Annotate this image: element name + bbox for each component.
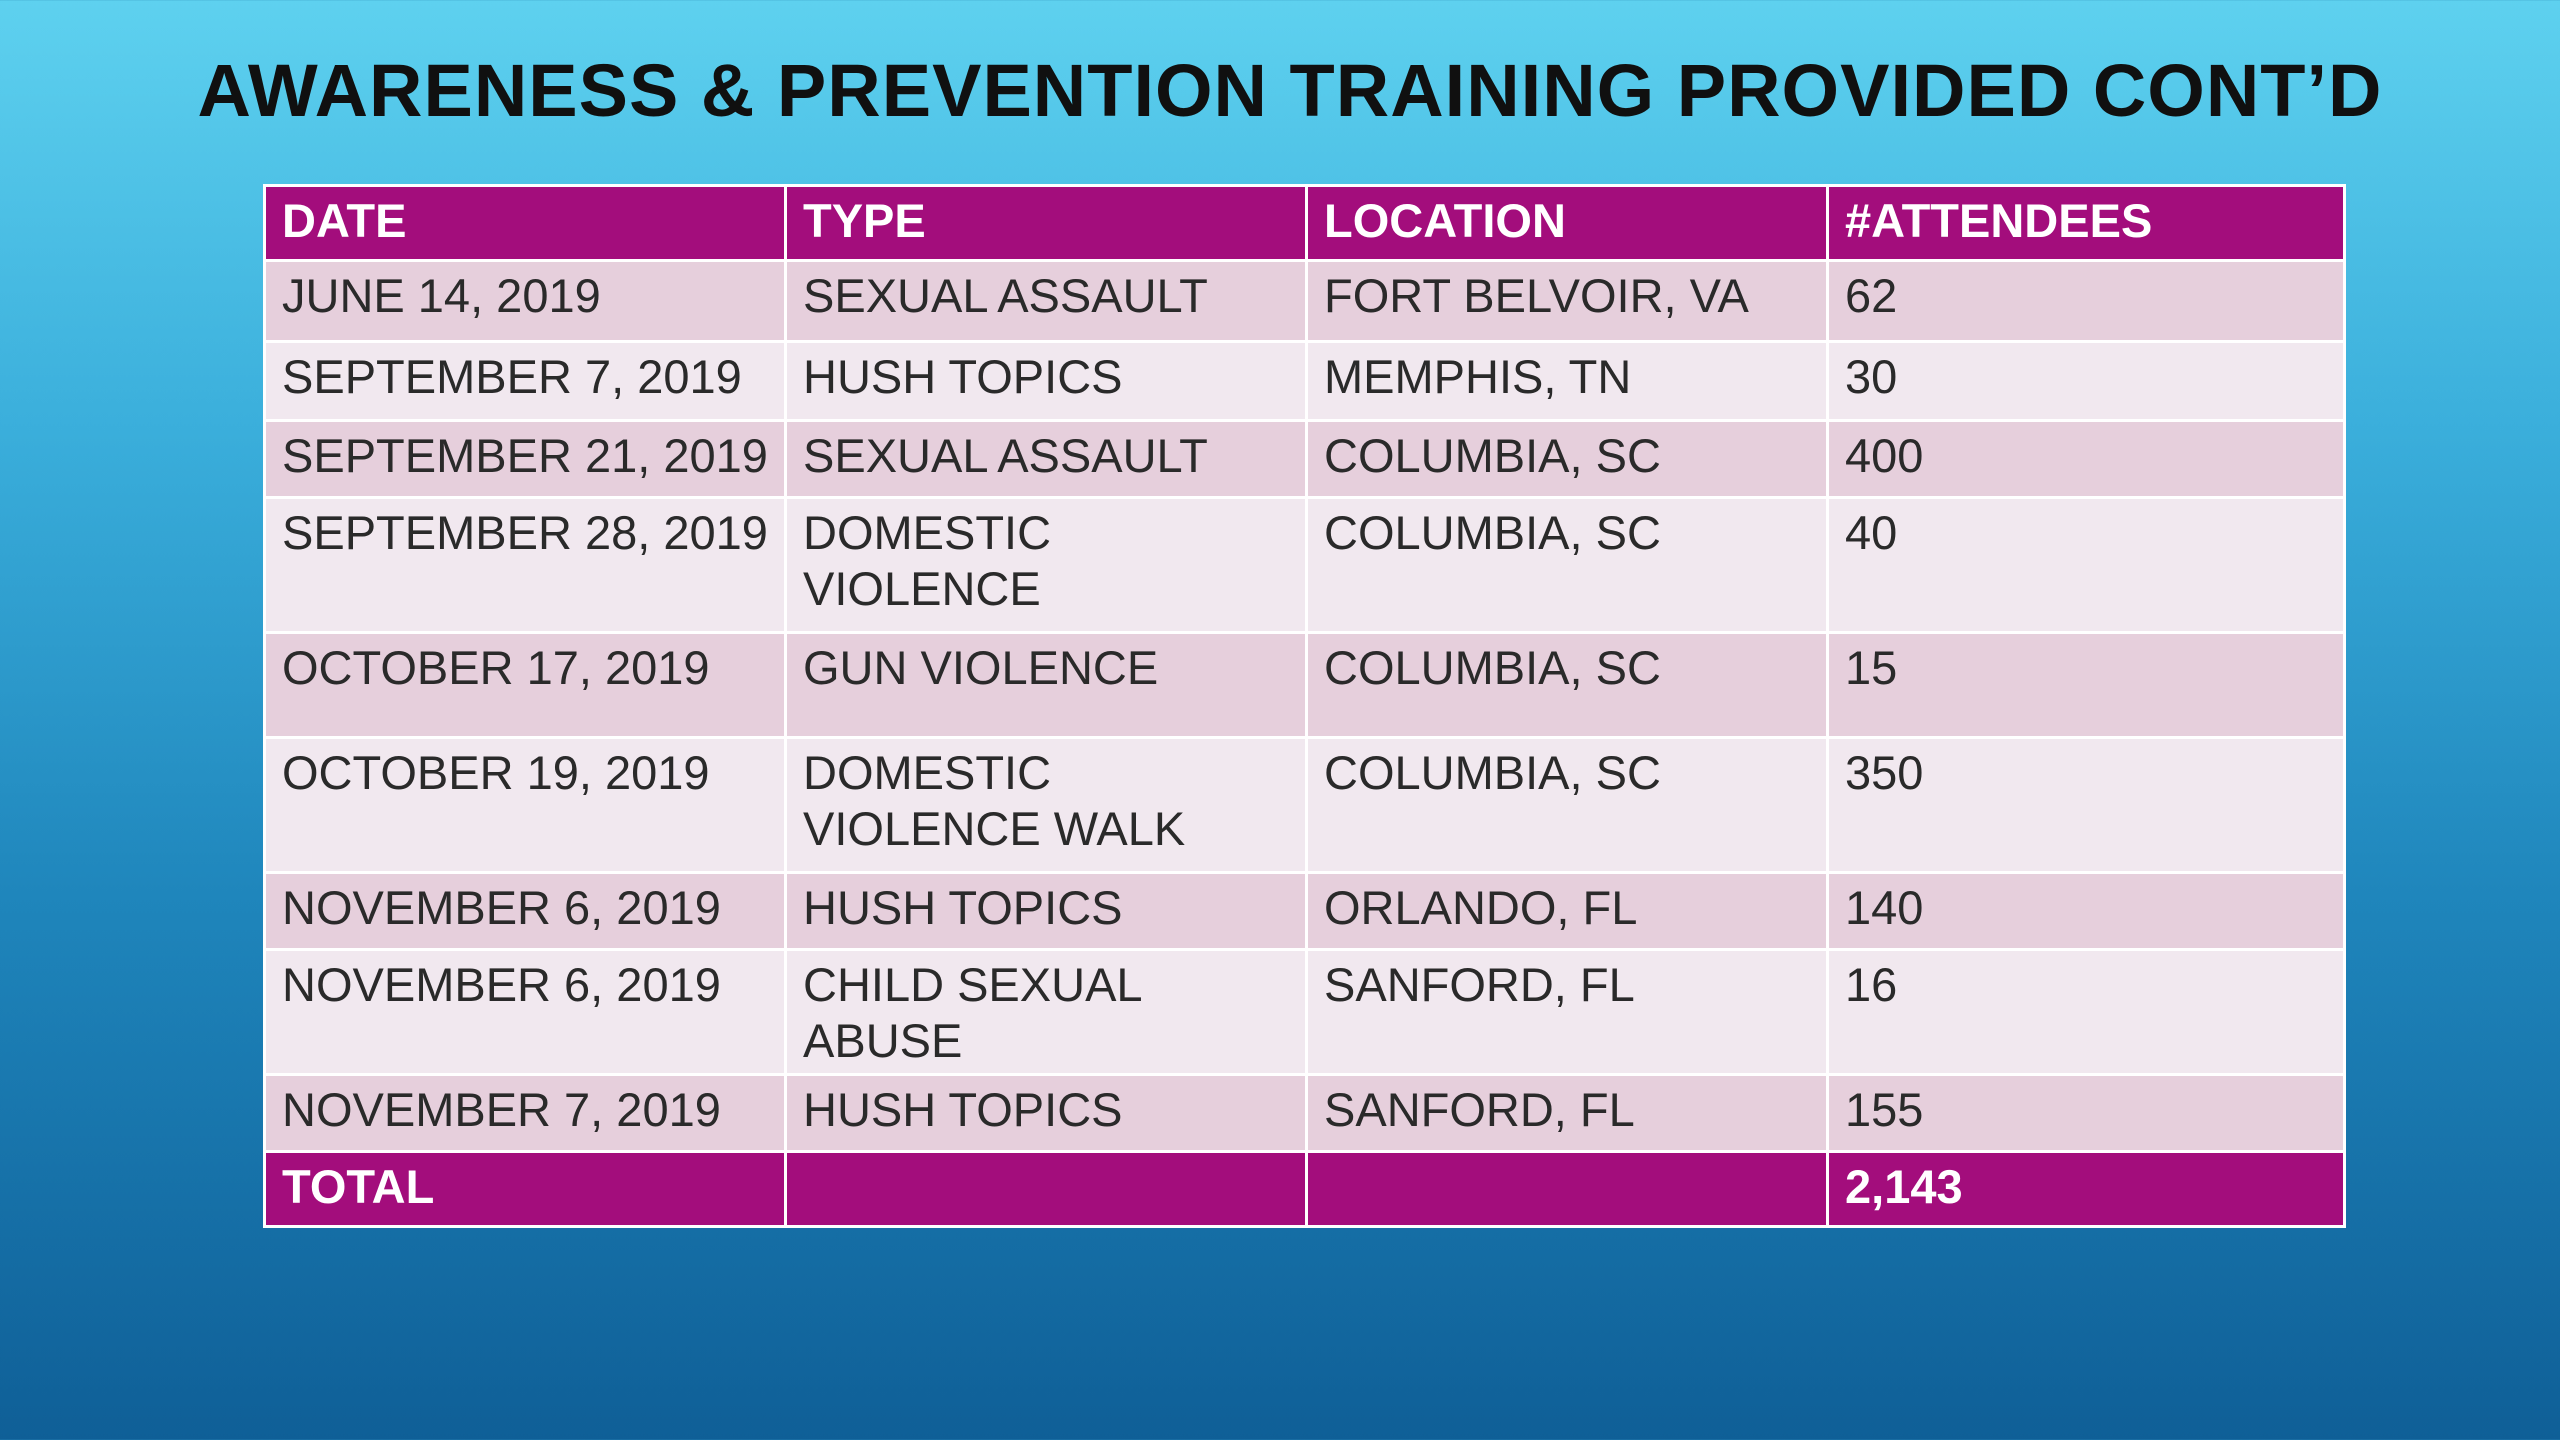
cell-attendees: 400 xyxy=(1826,419,2346,499)
cell-type: HUSH TOPICS xyxy=(784,340,1308,422)
table-row: OCTOBER 17, 2019 GUN VIOLENCE COLUMBIA, … xyxy=(263,631,2346,739)
cell-location: FORT BELVOIR, VA xyxy=(1305,259,1829,343)
cell-date: NOVEMBER 6, 2019 xyxy=(263,871,787,951)
table-row: NOVEMBER 6, 2019 HUSH TOPICS ORLANDO, FL… xyxy=(263,871,2346,951)
cell-attendees: 140 xyxy=(1826,871,2346,951)
table-row: SEPTEMBER 7, 2019 HUSH TOPICS MEMPHIS, T… xyxy=(263,340,2346,422)
cell-location: MEMPHIS, TN xyxy=(1305,340,1829,422)
cell-date: OCTOBER 17, 2019 xyxy=(263,631,787,739)
cell-attendees: 62 xyxy=(1826,259,2346,343)
cell-attendees: 155 xyxy=(1826,1073,2346,1153)
cell-date: NOVEMBER 6, 2019 xyxy=(263,948,787,1076)
cell-type: SEXUAL ASSAULT xyxy=(784,259,1308,343)
cell-location: SANFORD, FL xyxy=(1305,948,1829,1076)
cell-attendees: 16 xyxy=(1826,948,2346,1076)
cell-attendees: 350 xyxy=(1826,736,2346,874)
cell-attendees: 40 xyxy=(1826,496,2346,634)
total-label: TOTAL xyxy=(263,1150,787,1228)
cell-attendees: 15 xyxy=(1826,631,2346,739)
cell-location: COLUMBIA, SC xyxy=(1305,496,1829,634)
cell-location: ORLANDO, FL xyxy=(1305,871,1829,951)
cell-date: JUNE 14, 2019 xyxy=(263,259,787,343)
cell-type: DOMESTIC VIOLENCE WALK xyxy=(784,736,1308,874)
table-row: SEPTEMBER 28, 2019 DOMESTIC VIOLENCE COL… xyxy=(263,496,2346,634)
training-table: DATE TYPE LOCATION #ATTENDEES JUNE 14, 2… xyxy=(263,184,2346,1228)
cell-location: COLUMBIA, SC xyxy=(1305,736,1829,874)
slide-title: AWARENESS & PREVENTION TRAINING PROVIDED… xyxy=(197,49,2383,132)
cell-location: COLUMBIA, SC xyxy=(1305,419,1829,499)
cell-date: NOVEMBER 7, 2019 xyxy=(263,1073,787,1153)
cell-location: SANFORD, FL xyxy=(1305,1073,1829,1153)
cell-date: SEPTEMBER 28, 2019 xyxy=(263,496,787,634)
cell-attendees: 30 xyxy=(1826,340,2346,422)
cell-type: HUSH TOPICS xyxy=(784,871,1308,951)
table-row: JUNE 14, 2019 SEXUAL ASSAULT FORT BELVOI… xyxy=(263,259,2346,343)
total-attendees: 2,143 xyxy=(1826,1150,2346,1228)
cell-location: COLUMBIA, SC xyxy=(1305,631,1829,739)
table-header-row: DATE TYPE LOCATION #ATTENDEES xyxy=(263,184,2346,262)
cell-type: GUN VIOLENCE xyxy=(784,631,1308,739)
cell-type: HUSH TOPICS xyxy=(784,1073,1308,1153)
header-attendees: #ATTENDEES xyxy=(1826,184,2346,262)
header-type: TYPE xyxy=(784,184,1308,262)
header-location: LOCATION xyxy=(1305,184,1829,262)
cell-type: SEXUAL ASSAULT xyxy=(784,419,1308,499)
table-row: NOVEMBER 6, 2019 CHILD SEXUAL ABUSE SANF… xyxy=(263,948,2346,1076)
table-total-row: TOTAL 2,143 xyxy=(263,1150,2346,1228)
training-table-wrapper: DATE TYPE LOCATION #ATTENDEES JUNE 14, 2… xyxy=(263,184,2346,1228)
cell-date: OCTOBER 19, 2019 xyxy=(263,736,787,874)
cell-date: SEPTEMBER 21, 2019 xyxy=(263,419,787,499)
cell-type: CHILD SEXUAL ABUSE xyxy=(784,948,1308,1076)
table-row: SEPTEMBER 21, 2019 SEXUAL ASSAULT COLUMB… xyxy=(263,419,2346,499)
header-date: DATE xyxy=(263,184,787,262)
cell-type: DOMESTIC VIOLENCE xyxy=(784,496,1308,634)
table-row: OCTOBER 19, 2019 DOMESTIC VIOLENCE WALK … xyxy=(263,736,2346,874)
table-row: NOVEMBER 7, 2019 HUSH TOPICS SANFORD, FL… xyxy=(263,1073,2346,1153)
cell-date: SEPTEMBER 7, 2019 xyxy=(263,340,787,422)
total-empty-location xyxy=(1305,1150,1829,1228)
total-empty-type xyxy=(784,1150,1308,1228)
